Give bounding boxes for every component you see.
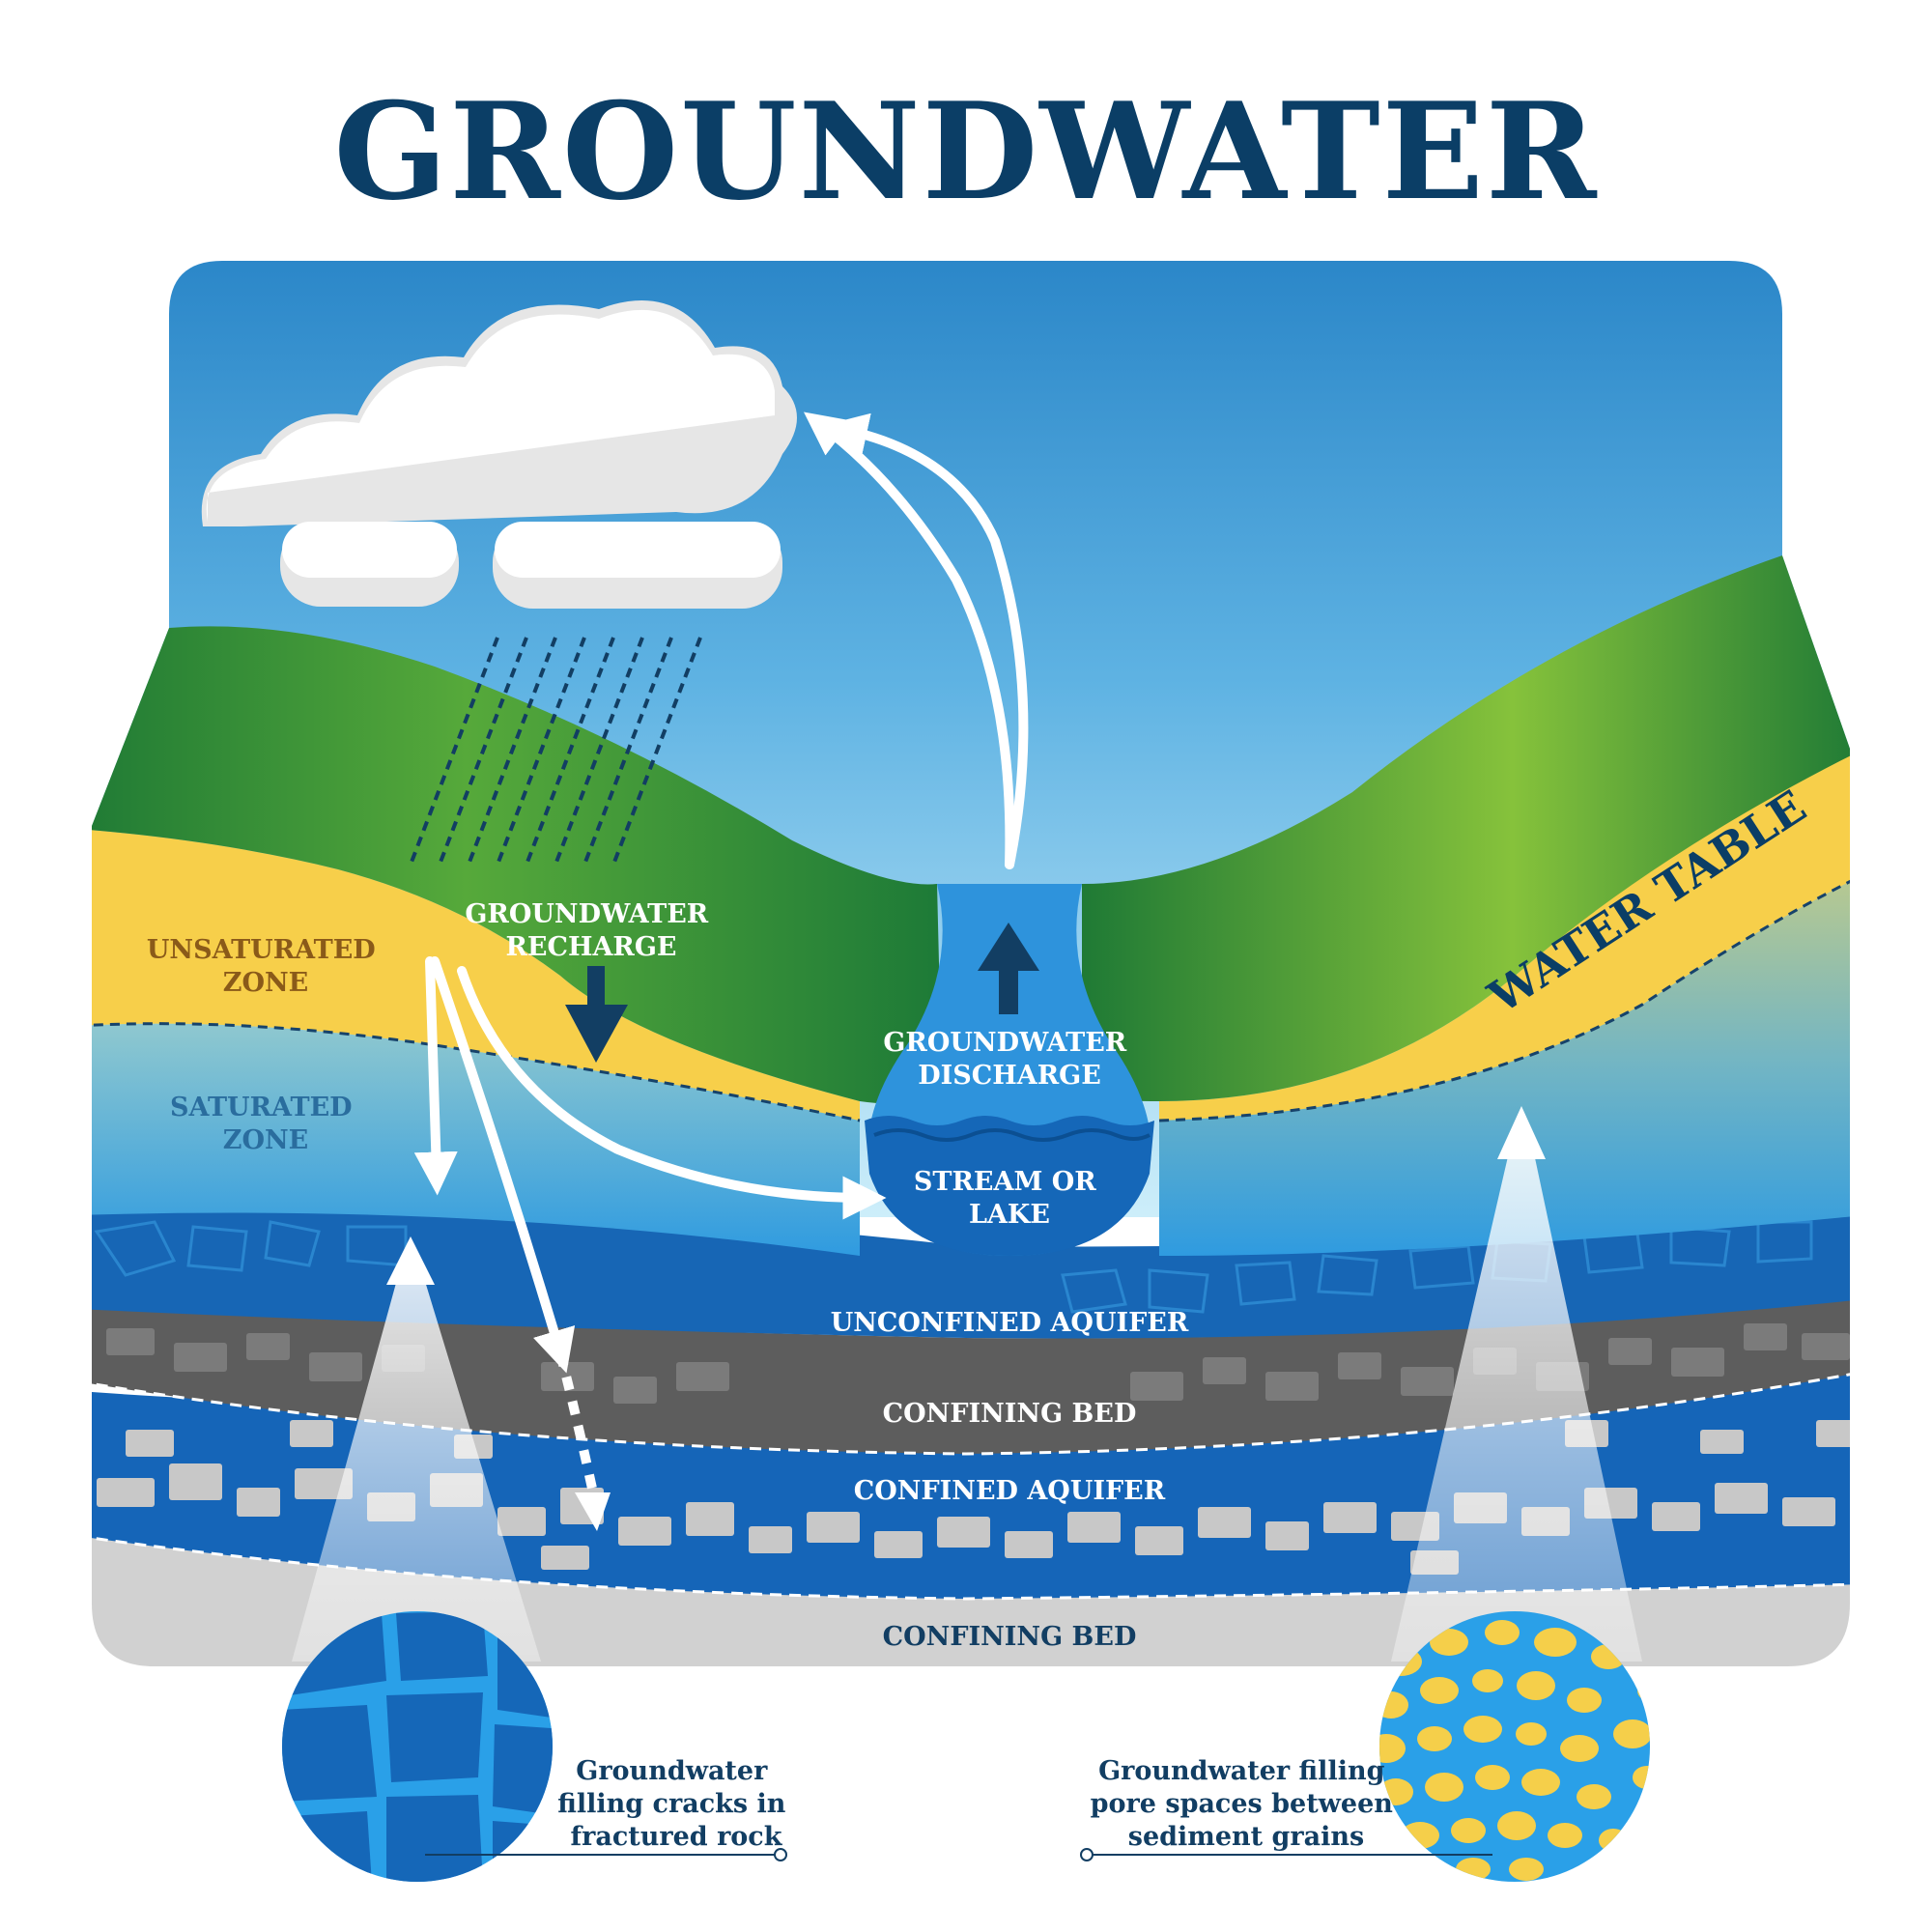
recharge-arrow xyxy=(565,966,628,1063)
label-confining-bed-upper: CONFINING BED xyxy=(883,1399,1137,1429)
beam-right xyxy=(1391,1140,1642,1662)
label-groundwater-discharge: GROUNDWATER DISCHARGE xyxy=(883,1028,1135,1091)
label-unsaturated-zone-line2: ZONE xyxy=(223,968,309,998)
label-stream-or-lake-line2: LAKE xyxy=(969,1200,1050,1230)
discharge-arrow xyxy=(978,923,1039,1014)
cloud xyxy=(201,300,797,609)
saturated-zone-right xyxy=(1159,874,1850,1256)
arrow-down-short xyxy=(413,956,458,1196)
label-stream-or-lake-line1: STREAM OR xyxy=(914,1167,1096,1197)
label-unsaturated-zone-line1: UNSATURATED xyxy=(147,935,376,965)
beam-left xyxy=(292,1265,541,1662)
cloud-top-highlight xyxy=(206,309,775,522)
water-table-line-right xyxy=(1158,872,1850,1122)
unsaturated-zone-right xyxy=(1159,744,1850,1121)
cloud-bottom-right-highlight xyxy=(495,522,781,578)
beam-left-head xyxy=(386,1236,435,1285)
label-saturated-zone: SATURATED ZONE xyxy=(170,1093,361,1155)
confined-aquifer-stones xyxy=(97,1420,1850,1575)
label-unsaturated-zone: UNSATURATED ZONE xyxy=(147,935,384,998)
label-groundwater-recharge: GROUNDWATER RECHARGE xyxy=(465,899,717,962)
label-saturated-zone-line2: ZONE xyxy=(223,1125,309,1155)
label-unconfined-aquifer: UNCONFINED AQUIFER xyxy=(831,1308,1189,1338)
caption-fractured-rock-line3: fractured rock xyxy=(571,1822,783,1852)
evaporation-arrows xyxy=(804,412,1029,869)
right-hill xyxy=(1082,555,1850,1101)
unsaturated-zone-left xyxy=(92,829,860,1121)
caption-fractured-rock-line1: Groundwater xyxy=(576,1756,768,1786)
label-groundwater-discharge-line2: DISCHARGE xyxy=(918,1061,1101,1091)
upper-confining-bed xyxy=(92,1294,1850,1454)
label-confining-bed-lower: CONFINING BED xyxy=(883,1622,1137,1652)
caption-fractured-rock-line2: filling cracks in xyxy=(557,1789,785,1819)
evaporation-arrow-1 xyxy=(804,412,1015,869)
caption-sediment-grains-line2: pore spaces between xyxy=(1091,1789,1394,1819)
label-saturated-zone-line1: SATURATED xyxy=(170,1093,353,1122)
beam-right-head xyxy=(1497,1106,1546,1159)
lake-wave xyxy=(873,1128,1151,1142)
water-table-line-left xyxy=(92,1022,861,1122)
inset-leader-left xyxy=(425,1848,787,1861)
label-groundwater-recharge-line2: RECHARGE xyxy=(505,932,676,962)
label-confined-aquifer: CONFINED AQUIFER xyxy=(854,1476,1166,1506)
label-groundwater-discharge-line1: GROUNDWATER xyxy=(883,1028,1126,1058)
left-hill xyxy=(92,626,942,1104)
evaporation-arrow-2 xyxy=(824,412,1029,869)
fractured-rock-inset xyxy=(282,1611,553,1882)
caption-sediment-grains: Groundwater filling pore spaces between … xyxy=(1091,1756,1403,1852)
caption-sediment-grains-line3: sediment grains xyxy=(1128,1822,1364,1852)
caption-sediment-grains-line1: Groundwater filling xyxy=(1098,1756,1384,1786)
cloud-bottom-left-highlight xyxy=(282,522,457,578)
arrow-to-lake xyxy=(457,966,887,1220)
arrow-down-long-dashed xyxy=(555,1350,599,1499)
page-title: GROUNDWATER xyxy=(333,72,1598,230)
arrow-down-long-head xyxy=(575,1492,611,1531)
rain xyxy=(409,637,702,866)
lake-water xyxy=(865,1116,1154,1256)
label-stream-or-lake: STREAM OR LAKE xyxy=(914,1167,1105,1230)
infiltration-arrows xyxy=(413,956,887,1374)
label-groundwater-recharge-line1: GROUNDWATER xyxy=(465,899,708,929)
inset-leader-right xyxy=(1080,1848,1492,1861)
arrow-down-long xyxy=(430,956,576,1374)
caption-fractured-rock: Groundwater filling cracks in fractured … xyxy=(557,1756,795,1852)
